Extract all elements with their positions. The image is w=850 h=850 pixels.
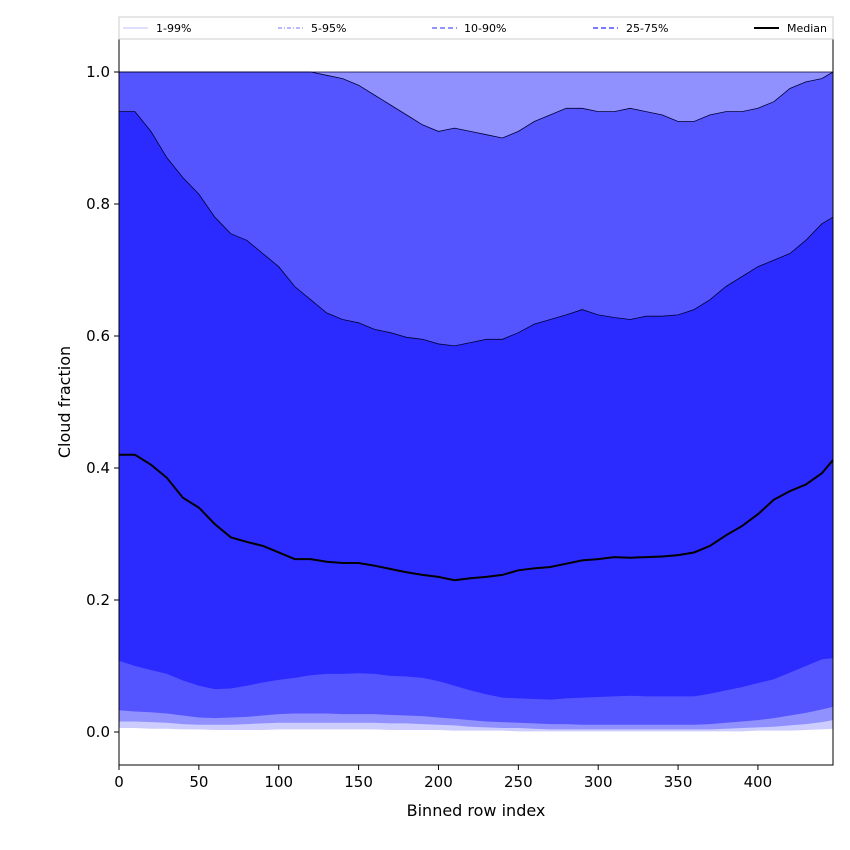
legend: 1-99% 5-95% 10-90% 25-75% Median (118, 16, 834, 40)
median-line (119, 453, 833, 582)
legend-box (118, 16, 834, 40)
y-tick-label: 0.0 (86, 723, 110, 741)
axis-ticks: 0 50 100 150 200 250 300 350 400 0.0 0.2 0.4 0.6 0.8 1… (86, 63, 772, 791)
legend-label: 1-99% (156, 22, 191, 35)
x-tick-label: 100 (264, 773, 293, 791)
y-tick-label: 0.2 (86, 591, 110, 609)
x-tick-label: 300 (584, 773, 613, 791)
band-25-75 (119, 111, 833, 700)
y-axis-label: Cloud fraction (55, 346, 74, 458)
x-axis-label: Binned row index (407, 801, 546, 820)
y-tick-label: 1.0 (86, 63, 110, 81)
x-tick-label: 350 (664, 773, 693, 791)
x-tick-label: 250 (504, 773, 533, 791)
plot-area (119, 71, 833, 732)
x-tick-label: 400 (744, 773, 773, 791)
y-tick-label: 0.8 (86, 195, 110, 213)
band-upper-edge-25-75 (119, 111, 833, 347)
y-tick-label: 0.4 (86, 459, 110, 477)
legend-label: 5-95% (311, 22, 346, 35)
legend-label: 25-75% (626, 22, 668, 35)
y-tick-label: 0.6 (86, 327, 110, 345)
legend-label: Median (787, 22, 827, 35)
x-tick-label: 150 (344, 773, 373, 791)
x-tick-label: 50 (189, 773, 208, 791)
x-tick-label: 0 (114, 773, 124, 791)
legend-label: 10-90% (464, 22, 506, 35)
x-tick-label: 200 (424, 773, 453, 791)
